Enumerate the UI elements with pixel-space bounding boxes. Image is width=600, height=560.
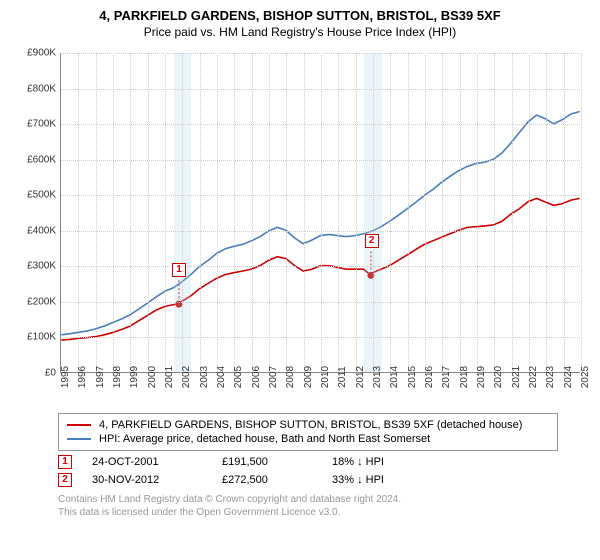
gridline-v bbox=[460, 53, 461, 372]
legend-swatch bbox=[67, 438, 91, 440]
chart-container: 4, PARKFIELD GARDENS, BISHOP SUTTON, BRI… bbox=[0, 0, 600, 525]
sale-price: £272,500 bbox=[222, 474, 312, 486]
chart-area: 12 £0£100K£200K£300K£400K£500K£600K£700K… bbox=[10, 45, 590, 405]
x-axis-label: 2004 bbox=[216, 366, 227, 388]
sale-marker-inline: 1 bbox=[58, 455, 72, 469]
x-axis-label: 1998 bbox=[112, 366, 123, 388]
x-axis-label: 2024 bbox=[563, 366, 574, 388]
legend-row: 4, PARKFIELD GARDENS, BISHOP SUTTON, BRI… bbox=[67, 418, 549, 432]
y-axis-label: £900K bbox=[27, 48, 56, 59]
x-axis-label: 2010 bbox=[320, 366, 331, 388]
x-axis-label: 2022 bbox=[528, 366, 539, 388]
gridline-v bbox=[373, 53, 374, 372]
x-axis-label: 2003 bbox=[199, 366, 210, 388]
footnote: Contains HM Land Registry data © Crown c… bbox=[58, 493, 582, 519]
legend-row: HPI: Average price, detached house, Bath… bbox=[67, 432, 549, 446]
legend-box: 4, PARKFIELD GARDENS, BISHOP SUTTON, BRI… bbox=[58, 413, 558, 451]
x-axis-label: 2001 bbox=[164, 366, 175, 388]
x-axis-label: 2005 bbox=[233, 366, 244, 388]
legend-label: 4, PARKFIELD GARDENS, BISHOP SUTTON, BRI… bbox=[99, 419, 522, 431]
gridline-v bbox=[529, 53, 530, 372]
y-axis-label: £100K bbox=[27, 332, 56, 343]
gridline-v bbox=[321, 53, 322, 372]
gridline-v bbox=[130, 53, 131, 372]
x-axis-label: 1995 bbox=[60, 366, 71, 388]
x-axis-label: 2023 bbox=[545, 366, 556, 388]
gridline-v bbox=[546, 53, 547, 372]
x-axis-label: 2018 bbox=[459, 366, 470, 388]
x-axis-label: 2015 bbox=[407, 366, 418, 388]
sale-date: 30-NOV-2012 bbox=[92, 474, 202, 486]
y-axis-label: £800K bbox=[27, 83, 56, 94]
x-axis-label: 2006 bbox=[251, 366, 262, 388]
y-axis-label: £0 bbox=[45, 368, 56, 379]
y-axis-label: £200K bbox=[27, 296, 56, 307]
gridline-v bbox=[564, 53, 565, 372]
gridline-v bbox=[581, 53, 582, 372]
legend-swatch bbox=[67, 424, 91, 426]
x-axis-label: 2007 bbox=[268, 366, 279, 388]
gridline-v bbox=[286, 53, 287, 372]
gridline-v bbox=[148, 53, 149, 372]
sale-row: 1 24-OCT-2001 £191,500 18% ↓ HPI bbox=[58, 455, 582, 469]
footnote-line: This data is licensed under the Open Gov… bbox=[58, 506, 582, 519]
gridline-v bbox=[113, 53, 114, 372]
y-axis-label: £700K bbox=[27, 119, 56, 130]
gridline-v bbox=[304, 53, 305, 372]
sale-price: £191,500 bbox=[222, 456, 312, 468]
y-axis-label: £300K bbox=[27, 261, 56, 272]
sale-delta: 18% ↓ HPI bbox=[332, 456, 384, 468]
x-axis-label: 2000 bbox=[147, 366, 158, 388]
x-axis-label: 2020 bbox=[493, 366, 504, 388]
x-axis-label: 2009 bbox=[303, 366, 314, 388]
x-axis-label: 1999 bbox=[129, 366, 140, 388]
sales-table: 1 24-OCT-2001 £191,500 18% ↓ HPI 2 30-NOV-201… bbox=[10, 455, 590, 487]
gridline-v bbox=[269, 53, 270, 372]
gridline-v bbox=[217, 53, 218, 372]
sale-delta: 33% ↓ HPI bbox=[332, 474, 384, 486]
gridline-v bbox=[442, 53, 443, 372]
gridline-v bbox=[200, 53, 201, 372]
chart-title: 4, PARKFIELD GARDENS, BISHOP SUTTON, BRI… bbox=[10, 8, 590, 23]
sale-marker: 2 bbox=[365, 234, 379, 248]
plot-region: 12 bbox=[60, 53, 580, 373]
gridline-v bbox=[390, 53, 391, 372]
x-axis-label: 2016 bbox=[424, 366, 435, 388]
x-axis-label: 2011 bbox=[337, 366, 348, 388]
x-axis-label: 2025 bbox=[580, 366, 591, 388]
gridline-v bbox=[425, 53, 426, 372]
gridline-v bbox=[182, 53, 183, 372]
x-axis-label: 2019 bbox=[476, 366, 487, 388]
sale-marker: 1 bbox=[172, 263, 186, 277]
x-axis-label: 2008 bbox=[285, 366, 296, 388]
x-axis-label: 1996 bbox=[77, 366, 88, 388]
legend-label: HPI: Average price, detached house, Bath… bbox=[99, 433, 430, 445]
x-axis-label: 2017 bbox=[441, 366, 452, 388]
y-axis-label: £400K bbox=[27, 225, 56, 236]
gridline-v bbox=[477, 53, 478, 372]
gridline-v bbox=[252, 53, 253, 372]
sale-date: 24-OCT-2001 bbox=[92, 456, 202, 468]
gridline-v bbox=[408, 53, 409, 372]
gridline-v bbox=[78, 53, 79, 372]
chart-subtitle: Price paid vs. HM Land Registry's House … bbox=[10, 25, 590, 39]
gridline-v bbox=[234, 53, 235, 372]
footnote-line: Contains HM Land Registry data © Crown c… bbox=[58, 493, 582, 506]
gridline-v bbox=[512, 53, 513, 372]
x-axis-label: 2013 bbox=[372, 366, 383, 388]
gridline-v bbox=[356, 53, 357, 372]
x-axis-label: 2002 bbox=[181, 366, 192, 388]
x-axis-label: 2014 bbox=[389, 366, 400, 388]
x-axis-label: 2012 bbox=[355, 366, 366, 388]
x-axis-label: 2021 bbox=[511, 366, 522, 388]
gridline-v bbox=[338, 53, 339, 372]
gridline-v bbox=[494, 53, 495, 372]
x-axis-label: 1997 bbox=[95, 366, 106, 388]
sale-marker-inline: 2 bbox=[58, 473, 72, 487]
gridline-v bbox=[96, 53, 97, 372]
y-axis-label: £500K bbox=[27, 190, 56, 201]
y-axis-label: £600K bbox=[27, 154, 56, 165]
sale-row: 2 30-NOV-2012 £272,500 33% ↓ HPI bbox=[58, 473, 582, 487]
gridline-v bbox=[165, 53, 166, 372]
